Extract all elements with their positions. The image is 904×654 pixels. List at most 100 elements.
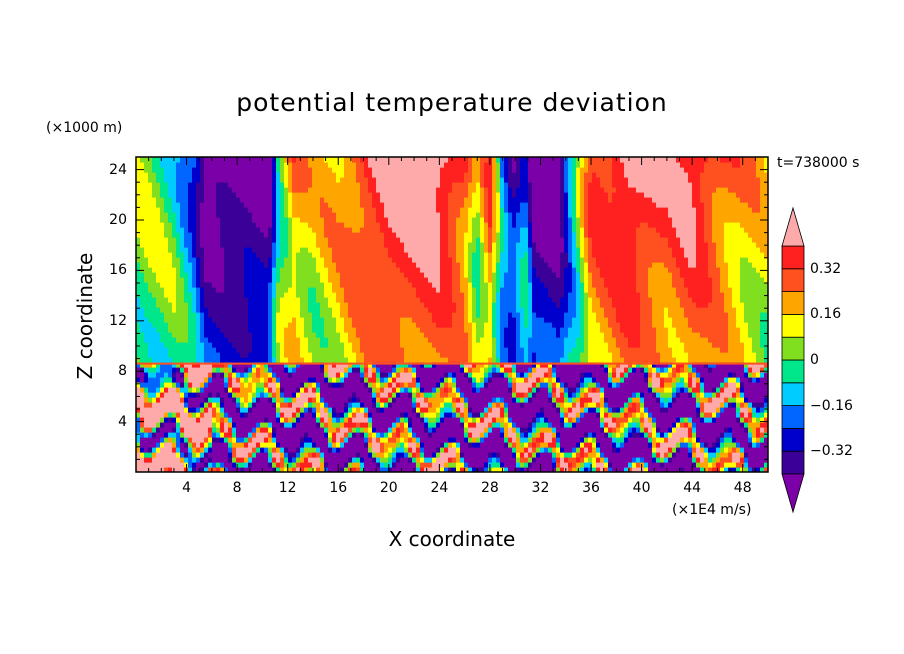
heatmap-cell bbox=[440, 402, 445, 408]
heatmap-cell bbox=[396, 382, 401, 388]
heatmap-cell bbox=[724, 342, 729, 348]
heatmap-cell bbox=[472, 457, 477, 463]
heatmap-cell bbox=[228, 417, 233, 423]
heatmap-cell bbox=[440, 397, 445, 403]
heatmap-cell bbox=[352, 427, 357, 433]
heatmap-cell bbox=[476, 422, 481, 428]
heatmap-cell bbox=[412, 422, 417, 428]
heatmap-cell bbox=[268, 352, 273, 358]
heatmap-cell bbox=[572, 397, 577, 403]
heatmap-cell bbox=[392, 337, 397, 343]
heatmap-cell bbox=[272, 392, 277, 398]
heatmap-cell bbox=[608, 452, 613, 458]
heatmap-cell bbox=[636, 437, 641, 443]
heatmap-cell bbox=[736, 352, 741, 358]
heatmap-cell bbox=[720, 337, 725, 343]
heatmap-cell bbox=[188, 457, 193, 463]
heatmap-cell bbox=[704, 442, 709, 448]
heatmap-cell bbox=[736, 337, 741, 343]
heatmap-cell bbox=[216, 412, 221, 418]
heatmap-cell bbox=[588, 352, 593, 358]
heatmap-cell bbox=[568, 357, 573, 363]
heatmap-cell bbox=[516, 322, 521, 328]
heatmap-cell bbox=[568, 467, 573, 472]
heatmap-cell bbox=[328, 357, 333, 363]
heatmap-cell bbox=[500, 367, 505, 373]
heatmap-cell bbox=[484, 347, 489, 353]
heatmap-cell bbox=[380, 362, 385, 368]
heatmap-cell bbox=[172, 387, 177, 393]
heatmap-cell bbox=[500, 387, 505, 393]
heatmap-cell bbox=[420, 397, 425, 403]
heatmap-cell bbox=[476, 442, 481, 448]
heatmap-cell bbox=[360, 397, 365, 403]
heatmap-cell bbox=[272, 402, 277, 408]
heatmap-cell bbox=[336, 357, 341, 363]
heatmap-cell bbox=[208, 382, 213, 388]
heatmap-cell bbox=[492, 377, 497, 383]
heatmap-cell bbox=[464, 397, 469, 403]
heatmap-cell bbox=[296, 392, 301, 398]
heatmap-cell bbox=[320, 417, 325, 423]
heatmap-cell bbox=[476, 332, 481, 338]
heatmap-cell bbox=[172, 397, 177, 403]
heatmap-cell bbox=[316, 372, 321, 378]
heatmap-cell bbox=[716, 447, 721, 453]
heatmap-cell bbox=[564, 317, 569, 323]
heatmap-cell bbox=[648, 387, 653, 393]
heatmap-cell bbox=[636, 422, 641, 428]
heatmap-cell bbox=[392, 397, 397, 403]
heatmap-cell bbox=[520, 372, 525, 378]
heatmap-cell bbox=[532, 372, 537, 378]
heatmap-cell bbox=[212, 407, 217, 413]
heatmap-cell bbox=[376, 322, 381, 328]
heatmap-cell bbox=[232, 372, 237, 378]
heatmap-cell bbox=[152, 317, 157, 323]
heatmap-cell bbox=[528, 367, 533, 373]
heatmap-cell bbox=[240, 437, 245, 443]
heatmap-cell bbox=[296, 447, 301, 453]
heatmap-cell bbox=[528, 357, 533, 363]
heatmap-cell bbox=[592, 417, 597, 423]
heatmap-cell bbox=[324, 402, 329, 408]
heatmap-cell bbox=[264, 422, 269, 428]
heatmap-cell bbox=[364, 457, 369, 463]
heatmap-cell bbox=[328, 387, 333, 393]
heatmap-cell bbox=[320, 447, 325, 453]
heatmap-cell bbox=[372, 367, 377, 373]
heatmap-cell bbox=[140, 352, 145, 358]
heatmap-cell bbox=[608, 322, 613, 328]
heatmap-cell bbox=[456, 452, 461, 458]
heatmap-cell bbox=[728, 412, 733, 418]
heatmap-cell bbox=[712, 457, 717, 463]
heatmap-cell bbox=[280, 452, 285, 458]
heatmap-cell bbox=[680, 332, 685, 338]
heatmap-cell bbox=[360, 352, 365, 358]
heatmap-cell bbox=[752, 387, 757, 393]
heatmap-cell bbox=[764, 442, 768, 448]
heatmap-cell bbox=[684, 422, 689, 428]
heatmap-cell bbox=[136, 437, 141, 443]
heatmap-cell bbox=[424, 392, 429, 398]
heatmap-cell bbox=[672, 397, 677, 403]
heatmap-cell bbox=[472, 317, 477, 323]
heatmap-cell bbox=[296, 437, 301, 443]
heatmap-cell bbox=[708, 382, 713, 388]
heatmap-cell bbox=[504, 407, 509, 413]
heatmap-cell bbox=[412, 347, 417, 353]
heatmap-cell bbox=[700, 332, 705, 338]
heatmap-cell bbox=[184, 322, 189, 328]
heatmap-cell bbox=[676, 422, 681, 428]
heatmap-cell bbox=[296, 457, 301, 463]
heatmap-cell bbox=[584, 342, 589, 348]
heatmap-cell bbox=[184, 412, 189, 418]
heatmap-cell bbox=[176, 457, 181, 463]
heatmap-cell bbox=[204, 427, 209, 433]
heatmap-cell bbox=[636, 427, 641, 433]
heatmap-cell bbox=[456, 352, 461, 358]
heatmap-cell bbox=[672, 387, 677, 393]
heatmap-cell bbox=[200, 382, 205, 388]
heatmap-cell bbox=[412, 402, 417, 408]
heatmap-cell bbox=[248, 372, 253, 378]
heatmap-cell bbox=[368, 457, 373, 463]
